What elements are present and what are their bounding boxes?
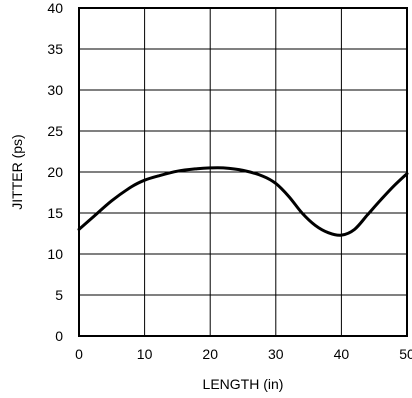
x-tick-label: 20 — [202, 346, 218, 362]
y-tick-label: 15 — [47, 205, 63, 221]
y-tick-label: 40 — [47, 0, 63, 16]
x-axis-ticks: 0 10 20 30 40 50 — [75, 346, 412, 362]
x-axis-label: LENGTH (in) — [203, 376, 284, 392]
y-tick-label: 0 — [55, 328, 63, 344]
x-tick-label: 30 — [268, 346, 284, 362]
y-tick-label: 20 — [47, 164, 63, 180]
series-line — [77, 166, 409, 237]
x-tick-label: 0 — [75, 346, 83, 362]
grid — [79, 8, 407, 336]
y-tick-label: 10 — [47, 246, 63, 262]
x-tick-label: 50 — [399, 346, 412, 362]
y-tick-label: 5 — [55, 287, 63, 303]
y-tick-label: 25 — [47, 123, 63, 139]
y-axis-label: JITTER (ps) — [9, 134, 25, 209]
y-axis-ticks: 0 5 10 15 20 25 30 35 40 — [47, 0, 63, 344]
y-tick-label: 30 — [47, 82, 63, 98]
plot-frame — [78, 7, 408, 337]
x-tick-label: 40 — [334, 346, 350, 362]
y-tick-label: 35 — [47, 41, 63, 57]
x-tick-label: 10 — [137, 346, 153, 362]
